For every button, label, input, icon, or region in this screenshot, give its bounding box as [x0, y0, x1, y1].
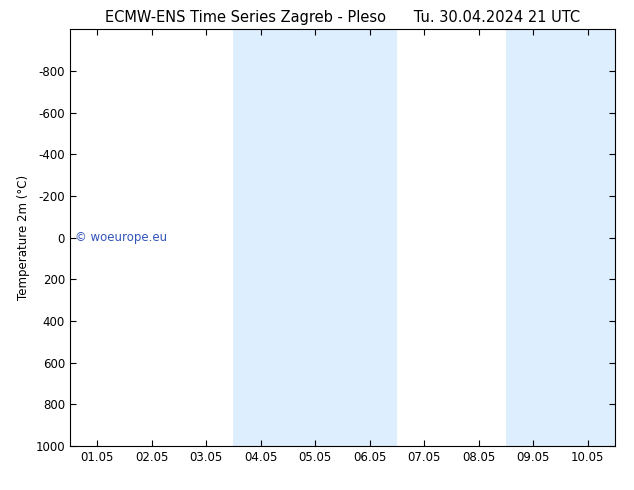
- Text: © woeurope.eu: © woeurope.eu: [75, 231, 167, 244]
- Title: ECMW-ENS Time Series Zagreb - Pleso      Tu. 30.04.2024 21 UTC: ECMW-ENS Time Series Zagreb - Pleso Tu. …: [105, 10, 580, 25]
- Y-axis label: Temperature 2m (°C): Temperature 2m (°C): [16, 175, 30, 300]
- Bar: [233, 29, 397, 446]
- Bar: [506, 29, 615, 446]
